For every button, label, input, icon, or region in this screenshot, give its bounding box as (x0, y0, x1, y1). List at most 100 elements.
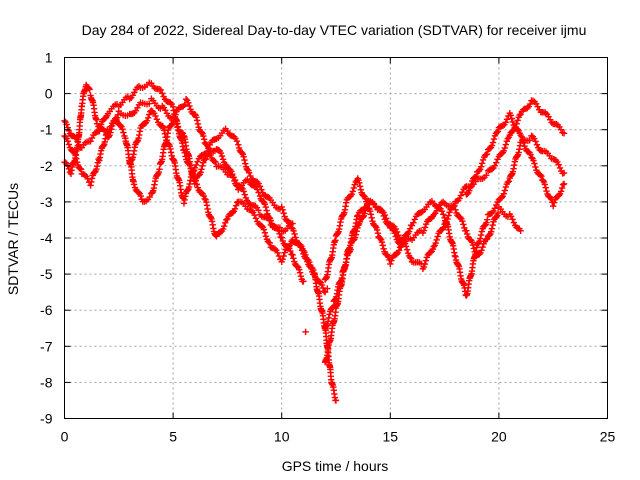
data-point-track-4 (205, 144, 212, 152)
data-point-track-1 (62, 159, 69, 166)
data-point-track-2 (93, 163, 101, 170)
data-point-track-2 (194, 120, 202, 128)
data-point-track-6 (477, 235, 484, 242)
y-tick-label: -3 (40, 194, 53, 210)
data-point-track-3 (201, 195, 208, 203)
data-point-track-2 (120, 129, 127, 136)
data-point-track-7 (517, 227, 524, 234)
data-point-track-6 (377, 235, 384, 242)
data-point-track-1 (287, 247, 294, 255)
data-point-track-3 (262, 233, 270, 240)
data-point-track-6 (387, 260, 394, 268)
data-point-track-7 (326, 311, 333, 318)
data-point-track-1 (218, 152, 226, 160)
data-point-track-8 (514, 126, 521, 133)
y-tick-label: -7 (40, 338, 53, 354)
data-point-track-4 (143, 117, 151, 124)
data-point-track-3 (274, 249, 281, 257)
data-point-track-5 (516, 111, 523, 119)
data-point-track-3 (96, 128, 103, 135)
y-tick-label: -5 (40, 266, 53, 282)
data-point-track-4 (203, 148, 211, 155)
data-point-track-1 (289, 251, 296, 259)
data-point-track-7 (361, 210, 368, 217)
x-tick-label: 5 (169, 429, 177, 445)
data-point-track-6 (378, 238, 386, 246)
data-point-track-2 (182, 95, 190, 103)
data-point-track-2 (255, 207, 262, 214)
data-point-track-7 (507, 213, 515, 220)
data-point-track-8 (560, 180, 568, 188)
data-point-track-3 (220, 222, 228, 230)
data-point-track-6 (410, 219, 417, 226)
data-point-track-5 (492, 159, 500, 166)
data-point-track-6 (368, 214, 375, 222)
data-point-track-8 (520, 139, 527, 146)
data-point-track-3 (229, 209, 237, 216)
data-point-track-2 (64, 137, 71, 145)
data-point-track-8 (530, 157, 537, 164)
data-point-track-3 (231, 205, 239, 213)
data-point-track-7 (493, 213, 500, 220)
data-point-track-4 (235, 141, 242, 148)
data-point-track-5 (483, 172, 490, 179)
data-point-track-2 (212, 158, 219, 166)
data-point-track-5 (440, 224, 447, 231)
data-point-track-2 (65, 141, 73, 148)
data-point-track-6 (408, 222, 416, 229)
data-point-track-7 (362, 207, 369, 214)
data-point-track-3 (252, 215, 260, 222)
data-point-track-6 (555, 161, 562, 168)
data-point-track-2 (87, 182, 94, 189)
data-point-track-2 (119, 126, 126, 133)
data-point-track-5 (494, 156, 501, 163)
data-point-track-8 (558, 184, 566, 192)
data-point-track-3 (193, 181, 200, 188)
data-point-track-6 (393, 250, 401, 258)
data-point-track-8 (542, 184, 549, 191)
data-point-track-2 (211, 158, 218, 165)
data-point-track-6 (411, 216, 418, 223)
data-point-track-7 (478, 247, 485, 254)
data-point-track-8 (488, 142, 496, 149)
x-tick-label: 0 (61, 429, 69, 445)
data-point-track-7 (457, 214, 464, 221)
data-point-track-6 (367, 211, 375, 218)
data-point-track-8 (559, 181, 567, 188)
data-point-track-3 (180, 146, 188, 153)
data-point-track-3 (320, 288, 328, 295)
data-point-track-2 (238, 184, 245, 191)
data-point-track-7 (420, 227, 428, 234)
data-point-track-2 (135, 189, 143, 196)
data-point-track-7 (377, 206, 384, 213)
data-point-track-5 (407, 255, 415, 262)
data-point-track-6 (373, 226, 381, 234)
x-axis-label: GPS time / hours (282, 458, 389, 474)
data-point-track-4 (144, 114, 152, 122)
data-point-track-3 (159, 90, 166, 97)
data-point-track-4 (233, 137, 241, 145)
data-point-track-5 (432, 239, 439, 247)
data-point-track-7 (488, 225, 496, 232)
data-point-track-5 (422, 257, 430, 264)
data-point-track-1 (263, 207, 270, 214)
data-point-track-7 (421, 224, 429, 231)
data-point-track-4 (290, 227, 297, 235)
data-point-track-4 (279, 206, 286, 213)
y-axis-label: SDTVAR / TECUs (5, 183, 21, 295)
data-point-track-7 (379, 209, 386, 217)
data-point-track-4 (192, 161, 200, 169)
data-point-track-8 (503, 116, 511, 123)
data-point-track-3 (192, 177, 200, 185)
data-point-track-8 (557, 188, 565, 195)
data-point-track-6 (395, 247, 403, 254)
data-point-track-8 (538, 172, 545, 180)
data-point-track-4 (146, 111, 153, 118)
data-point-track-1 (278, 234, 285, 241)
data-point-track-2 (200, 136, 208, 143)
data-point-track-8 (467, 184, 474, 191)
data-point-track-7 (494, 209, 502, 217)
data-point-track-5 (434, 233, 441, 240)
